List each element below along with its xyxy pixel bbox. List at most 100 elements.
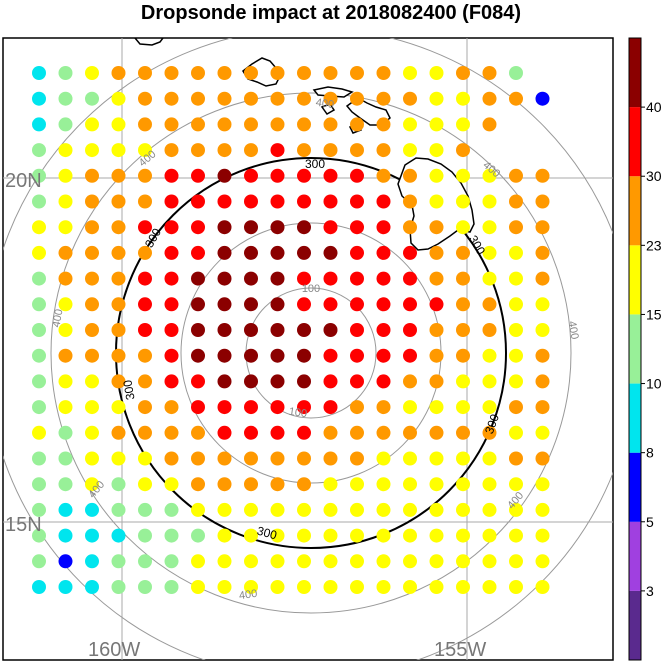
- impact-dot: [509, 323, 523, 337]
- impact-dot: [509, 400, 523, 415]
- impact-dot: [403, 528, 417, 543]
- impact-dot: [323, 194, 338, 209]
- impact-dot: [85, 502, 99, 517]
- impact-dot: [85, 245, 99, 260]
- impact-dot: [32, 348, 46, 363]
- impact-dot: [297, 220, 311, 235]
- impact-dot: [456, 143, 470, 158]
- impact-dot: [350, 66, 364, 80]
- impact-dot: [297, 425, 311, 440]
- impact-dot: [323, 400, 338, 415]
- impact-dot: [111, 245, 126, 260]
- impact-dot: [323, 451, 338, 466]
- impact-dot: [376, 297, 391, 312]
- colorbar-segment: [629, 521, 641, 591]
- impact-dot: [58, 66, 73, 80]
- impact-dot: [138, 323, 152, 337]
- impact-dot: [58, 374, 73, 389]
- impact-dot: [509, 477, 523, 492]
- impact-dot: [323, 271, 338, 286]
- impact-dot: [456, 117, 470, 132]
- impact-dot: [509, 451, 523, 466]
- impact-dot: [456, 451, 470, 466]
- impact-dot: [456, 323, 470, 337]
- impact-dot: [164, 66, 179, 80]
- impact-dot: [217, 425, 232, 440]
- impact-dot: [85, 348, 99, 363]
- impact-dot: [164, 451, 179, 466]
- impact-dot: [403, 477, 417, 492]
- impact-dot: [376, 502, 391, 517]
- impact-dot: [350, 477, 364, 492]
- impact-dot: [509, 168, 523, 183]
- impact-dot: [456, 168, 470, 183]
- impact-dot: [403, 580, 417, 594]
- impact-dot: [456, 528, 470, 543]
- impact-dot: [85, 580, 99, 594]
- impact-dot: [270, 400, 285, 415]
- impact-dot: [217, 348, 232, 363]
- colorbar-tick-label: 3: [646, 583, 654, 599]
- impact-dot: [350, 168, 364, 183]
- impact-dot: [509, 220, 523, 235]
- impact-dot: [58, 502, 73, 517]
- impact-dot: [58, 271, 73, 286]
- impact-dot: [535, 220, 550, 235]
- impact-dot: [509, 374, 523, 389]
- impact-dot: [350, 117, 364, 132]
- impact-dot: [58, 297, 73, 312]
- impact-dot: [58, 348, 73, 363]
- impact-dot: [456, 66, 470, 80]
- impact-dot: [217, 91, 232, 106]
- impact-dot: [270, 451, 285, 466]
- impact-dot: [376, 451, 391, 466]
- impact-dot: [191, 220, 205, 235]
- impact-dot: [535, 271, 550, 286]
- contour-label-400-right: 400: [566, 320, 581, 340]
- contour-label-400-bottom: 400: [238, 588, 258, 602]
- impact-dot: [58, 143, 73, 158]
- impact-dot: [32, 220, 46, 235]
- impact-dot: [429, 245, 444, 260]
- impact-dot: [32, 425, 46, 440]
- impact-dot: [217, 271, 232, 286]
- colorbar-tick-label: 5: [646, 514, 654, 530]
- impact-dot: [403, 554, 417, 569]
- impact-dot: [482, 323, 497, 337]
- impact-dot: [482, 425, 497, 440]
- impact-dot: [297, 194, 311, 209]
- impact-dot: [244, 91, 258, 106]
- impact-dot: [535, 502, 550, 517]
- impact-dot: [32, 528, 46, 543]
- impact-dot: [244, 245, 258, 260]
- impact-dot: [376, 143, 391, 158]
- impact-dot: [164, 425, 179, 440]
- impact-dot: [270, 220, 285, 235]
- impact-dot: [456, 502, 470, 517]
- impact-dot: [111, 374, 126, 389]
- impact-dot: [111, 271, 126, 286]
- impact-dot: [111, 143, 126, 158]
- impact-dot: [429, 348, 444, 363]
- impact-dot: [297, 451, 311, 466]
- impact-dot: [85, 451, 99, 466]
- impact-dot: [403, 143, 417, 158]
- impact-dot: [270, 117, 285, 132]
- impact-dot: [482, 271, 497, 286]
- impact-dot: [58, 554, 73, 569]
- impact-dot: [138, 425, 152, 440]
- island-molokai: [312, 86, 354, 98]
- impact-dot: [217, 66, 232, 80]
- impact-dot: [403, 168, 417, 183]
- impact-dot: [509, 271, 523, 286]
- impact-dot: [111, 400, 126, 415]
- impact-dot: [456, 297, 470, 312]
- impact-dot: [376, 194, 391, 209]
- impact-dot: [164, 117, 179, 132]
- colorbar-tick-label: 30: [646, 168, 662, 184]
- impact-dot: [111, 194, 126, 209]
- impact-dot: [429, 168, 444, 183]
- range-circle-4: [50, 92, 572, 614]
- impact-dot: [244, 502, 258, 517]
- impact-dot: [323, 143, 338, 158]
